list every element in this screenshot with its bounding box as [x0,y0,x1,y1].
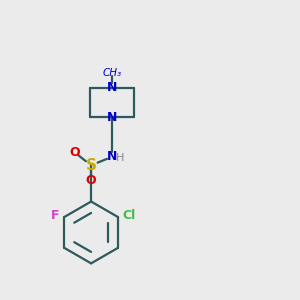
Text: O: O [86,174,96,187]
Text: O: O [70,146,80,159]
Text: H: H [116,153,125,163]
Text: N: N [107,111,118,124]
Text: N: N [107,150,118,163]
Text: F: F [51,209,59,222]
Text: Cl: Cl [122,209,136,222]
Text: CH₃: CH₃ [103,68,122,78]
Text: S: S [85,158,97,172]
Text: N: N [107,81,118,94]
